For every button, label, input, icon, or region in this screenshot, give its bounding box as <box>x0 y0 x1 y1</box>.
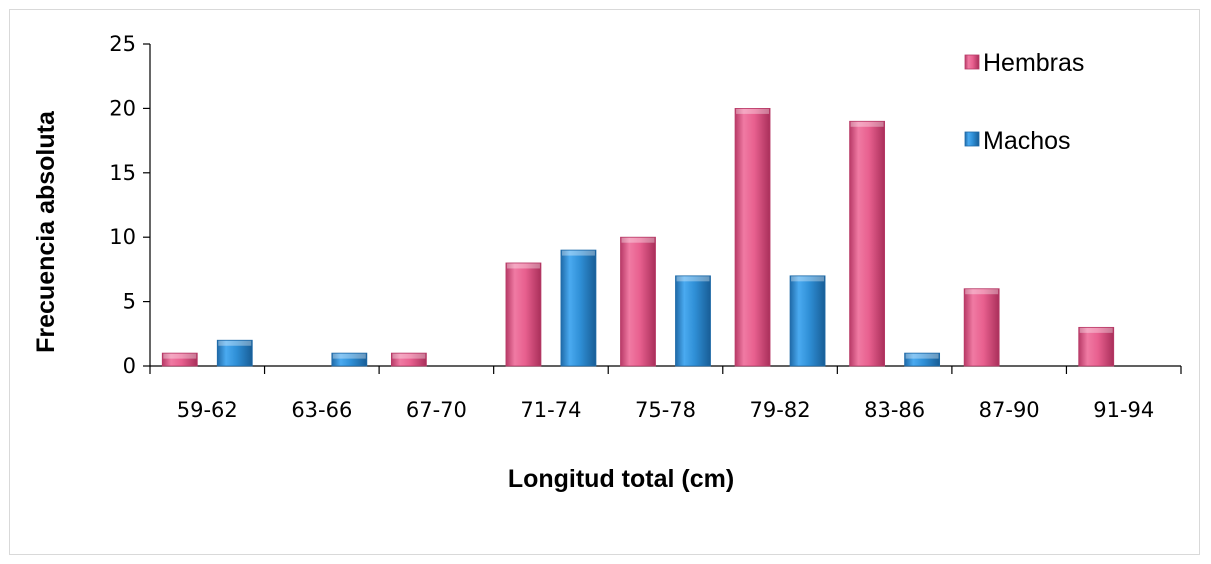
bar-highlight <box>965 289 999 295</box>
bar-body <box>505 262 542 367</box>
bar-machos-71-74 <box>560 249 597 367</box>
x-tick-label: 59-62 <box>177 398 238 422</box>
bar-body <box>789 275 826 367</box>
x-tick-label: 91-94 <box>1093 398 1154 422</box>
chart-frame <box>9 9 1200 555</box>
bar-hembras-79-82 <box>734 108 771 367</box>
legend-label-machos: Machos <box>983 127 1071 155</box>
x-tick-label: 67-70 <box>406 398 467 422</box>
bar-highlight <box>332 353 366 359</box>
bar-body <box>331 352 368 367</box>
x-tick-label: 63-66 <box>291 398 352 422</box>
bar-highlight <box>392 353 426 359</box>
x-tick-label: 79-82 <box>750 398 811 422</box>
legend: Hembras Machos <box>964 49 1084 155</box>
bar-body <box>734 108 771 367</box>
y-tick-label: 25 <box>109 32 136 56</box>
bars-group <box>161 108 1115 367</box>
x-axis-ticks: 59-62 63-66 67-70 71-74 75-78 79-82 83-86 87-90… <box>149 366 1182 422</box>
bar-hembras-87-90 <box>963 288 1000 367</box>
bar-body <box>904 352 941 367</box>
legend-label-hembras: Hembras <box>983 49 1084 77</box>
x-tick-label: 75-78 <box>635 398 696 422</box>
bar-highlight <box>736 108 770 114</box>
bar-body <box>620 236 656 367</box>
bar-machos-75-78 <box>675 275 711 367</box>
x-axis-title: Longitud total (cm) <box>508 465 734 493</box>
x-tick-label: 87-90 <box>979 398 1040 422</box>
bar-body <box>849 120 886 367</box>
bar-hembras-75-78 <box>620 236 656 367</box>
bar-body <box>963 288 1000 367</box>
legend-swatch-hembras <box>964 54 980 70</box>
x-tick-label: 71-74 <box>520 398 581 422</box>
y-tick-label: 5 <box>123 290 136 314</box>
bar-body <box>161 352 198 367</box>
bar-highlight <box>506 263 540 269</box>
bar-hembras-59-62 <box>161 352 198 367</box>
bar-body <box>1078 326 1115 367</box>
bar-body <box>675 275 711 367</box>
bar-highlight <box>163 353 197 359</box>
bar-highlight <box>905 353 939 359</box>
bar-machos-83-86 <box>904 352 941 367</box>
bar-highlight <box>1079 327 1113 333</box>
y-axis-ticks: 0 5 10 15 20 25 <box>109 32 150 378</box>
bar-highlight <box>676 276 710 282</box>
bar-hembras-91-94 <box>1078 326 1115 367</box>
bar-hembras-83-86 <box>849 120 886 367</box>
bar-body <box>560 249 597 367</box>
x-tick-label: 83-86 <box>864 398 925 422</box>
bar-body <box>216 339 253 367</box>
bar-machos-63-66 <box>331 352 368 367</box>
bar-highlight <box>218 340 252 346</box>
bar-highlight <box>850 121 884 127</box>
y-tick-label: 10 <box>109 225 136 249</box>
bar-hembras-71-74 <box>505 262 542 367</box>
y-tick-label: 15 <box>109 161 136 185</box>
bar-machos-79-82 <box>789 275 826 367</box>
bar-hembras-67-70 <box>390 352 427 367</box>
bar-highlight <box>561 250 595 256</box>
y-tick-label: 0 <box>123 354 136 378</box>
bar-highlight <box>791 276 825 282</box>
bar-highlight <box>621 237 655 243</box>
legend-swatch-machos <box>964 131 980 147</box>
bar-body <box>390 352 427 367</box>
y-tick-label: 20 <box>109 96 136 120</box>
bar-machos-59-62 <box>216 339 253 367</box>
y-axis-title: Frecuencia absoluta <box>32 110 60 353</box>
